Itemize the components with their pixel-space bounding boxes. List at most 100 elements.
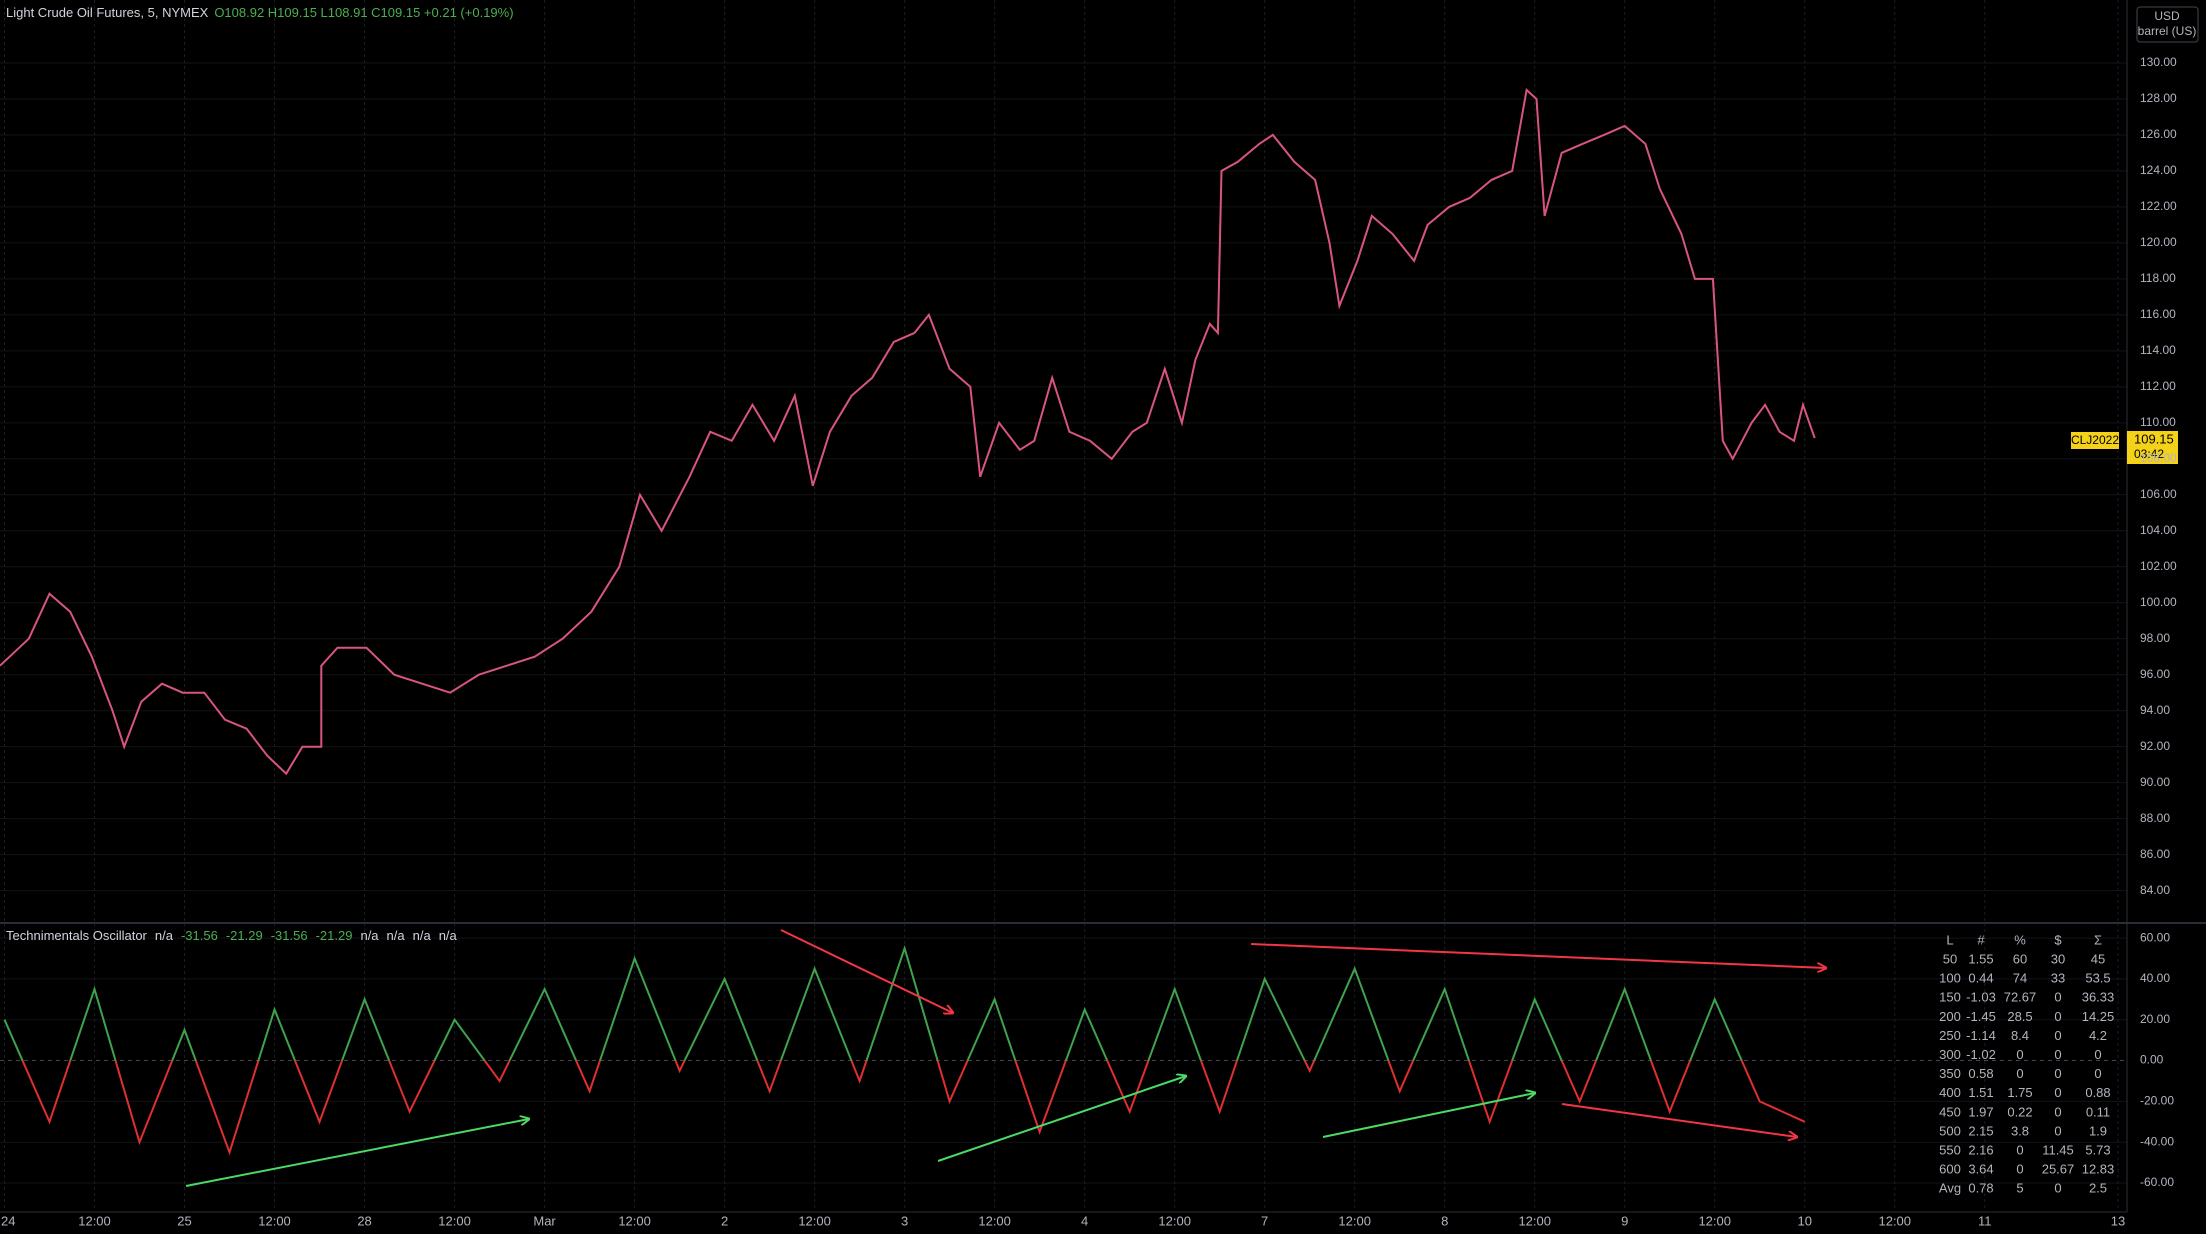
indicator-value: -21.29 <box>316 928 353 943</box>
table-cell: 0 <box>2094 1066 2101 1081</box>
x-tick-label: 12:00 <box>978 1213 1011 1228</box>
oscillator-line-negative <box>21 1060 1806 1156</box>
x-tick-label: 11 <box>1978 1213 1992 1228</box>
table-cell: 2.15 <box>1968 1123 1993 1138</box>
x-tick-label: 28 <box>357 1213 371 1228</box>
indicator-value: n/a <box>360 928 379 943</box>
table-cell: 0.58 <box>1968 1066 1993 1081</box>
table-cell: 74 <box>2013 971 2027 986</box>
table-cell: -1.14 <box>1966 1028 1996 1043</box>
x-tick-label: 12:00 <box>618 1213 651 1228</box>
table-cell: 0 <box>2016 1143 2023 1158</box>
y-tick-label: 130.00 <box>2140 55 2177 69</box>
table-cell: 0 <box>2054 1028 2061 1043</box>
x-tick-label: 4 <box>1081 1213 1088 1228</box>
indicator-value: n/a <box>413 928 432 943</box>
x-tick-label: 10 <box>1798 1213 1812 1228</box>
price-tag <box>2127 431 2178 464</box>
chart-title: Light Crude Oil Futures, 5, NYMEX O108.92… <box>6 5 514 20</box>
x-tick-label: 12:00 <box>438 1213 471 1228</box>
table-cell: 0.78 <box>1968 1181 1993 1196</box>
indicator-name: Technimentals Oscillator <box>6 928 148 943</box>
x-tick-label: 8 <box>1441 1213 1448 1228</box>
table-cell: 0 <box>2054 1085 2061 1100</box>
currency-box[interactable] <box>2136 6 2199 43</box>
table-cell: 1.51 <box>1968 1085 1993 1100</box>
trend-arrow <box>1322 1093 1535 1138</box>
table-cell: -1.03 <box>1966 990 1996 1005</box>
x-tick-label: 12:00 <box>1518 1213 1551 1228</box>
table-cell: 0 <box>2054 1009 2061 1024</box>
table-cell: 2.16 <box>1968 1143 1993 1158</box>
table-cell: 300 <box>1939 1047 1961 1062</box>
table-cell: 45 <box>2091 952 2105 967</box>
y-tick-label: 98.00 <box>2140 631 2170 645</box>
annotations <box>185 929 1826 1187</box>
table-cell: 450 <box>1939 1104 1961 1119</box>
y-tick-label: 122.00 <box>2140 199 2177 213</box>
table-cell: 72.67 <box>2004 990 2037 1005</box>
table-cell: 0 <box>2054 1066 2061 1081</box>
y-tick-label: -20.00 <box>2140 1094 2174 1108</box>
table-header: L <box>1946 932 1953 947</box>
table-cell: 150 <box>1939 990 1961 1005</box>
table-cell: 0 <box>2054 1181 2061 1196</box>
indicator-value: n/a <box>155 928 174 943</box>
table-cell: 0.44 <box>1968 971 1993 986</box>
x-tick-label: 7 <box>1261 1213 1268 1228</box>
y-tick-label: 108.00 <box>2140 451 2177 465</box>
table-cell: 3.8 <box>2011 1123 2029 1138</box>
y-tick-label: 20.00 <box>2140 1012 2170 1026</box>
y-tick-label: 86.00 <box>2140 847 2170 861</box>
countdown: 03:42 <box>2134 447 2164 461</box>
y-tick-label: 100.00 <box>2140 595 2177 609</box>
oscillator-line-positive <box>3 944 1743 1061</box>
table-cell: 0 <box>2054 1047 2061 1062</box>
trend-arrow <box>780 929 953 1013</box>
x-tick-label: 12:00 <box>78 1213 111 1228</box>
trend-arrow <box>1250 943 1826 968</box>
table-header: Σ <box>2094 932 2102 947</box>
symbol-tag-label: CLJ2022 <box>2071 433 2119 447</box>
y-tick-label: 92.00 <box>2140 739 2170 753</box>
table-cell: 0 <box>2016 1047 2023 1062</box>
y-tick-label: 106.00 <box>2140 487 2177 501</box>
y-tick-label: 118.00 <box>2140 271 2176 285</box>
indicator-header: Technimentals Oscillator n/a -31.56 -21.29-… <box>6 928 458 943</box>
x-tick-label: 13 <box>2111 1213 2125 1228</box>
y-tick-label: 116.00 <box>2140 307 2176 321</box>
table-cell: 12.83 <box>2082 1162 2115 1177</box>
y-tick-label: 126.00 <box>2140 127 2177 141</box>
table-cell: 500 <box>1939 1123 1961 1138</box>
table-cell: -1.45 <box>1966 1009 1996 1024</box>
table-cell: 5.73 <box>2085 1143 2110 1158</box>
table-cell: 2.5 <box>2089 1181 2107 1196</box>
y-tick-label: 110.00 <box>2140 415 2176 429</box>
table-header: # <box>1977 932 1985 947</box>
table-cell: 0 <box>2054 990 2061 1005</box>
table-cell: 14.25 <box>2082 1009 2115 1024</box>
table-cell: 50 <box>1943 952 1957 967</box>
y-tick-label: 128.00 <box>2140 91 2177 105</box>
symbol-title: Light Crude Oil Futures, 5, NYMEX <box>6 5 209 20</box>
y-tick-label: 96.00 <box>2140 667 2170 681</box>
x-tick-label: 12:00 <box>1878 1213 1911 1228</box>
table-header: $ <box>2054 932 2062 947</box>
y-tick-label: 88.00 <box>2140 811 2170 825</box>
y-tick-label: 102.00 <box>2140 559 2177 573</box>
y-tick-label: 114.00 <box>2140 343 2176 357</box>
table-cell: 25.67 <box>2042 1162 2075 1177</box>
table-cell: 3.64 <box>1968 1162 1993 1177</box>
price-tag-label: 109.15 <box>2134 431 2174 446</box>
table-header: % <box>2014 932 2026 947</box>
table-cell: -1.02 <box>1966 1047 1996 1062</box>
table-cell: 0 <box>2054 1104 2061 1119</box>
y-tick-label: -60.00 <box>2140 1175 2174 1189</box>
y-tick-label: 90.00 <box>2140 775 2170 789</box>
table-cell: 250 <box>1939 1028 1961 1043</box>
x-tick-label: 3 <box>901 1213 908 1228</box>
table-cell: 0 <box>2016 1066 2023 1081</box>
